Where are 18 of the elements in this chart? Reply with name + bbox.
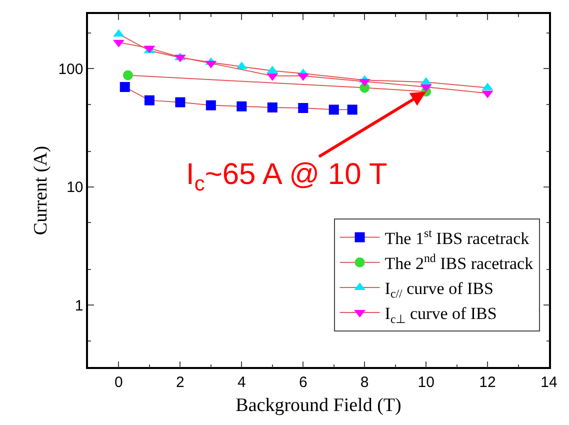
x-tick-label: 14 [540, 374, 558, 391]
y-tick-label: 10 [66, 179, 84, 196]
x-tick-label: 0 [114, 374, 123, 391]
annotation: I$_{c}$~65 A @ 10 T [186, 158, 388, 196]
x-tick-label: 10 [418, 374, 434, 391]
x-tick-label: 6 [298, 374, 308, 391]
legend-label: I$_{c//}$ curve of IBS [384, 279, 494, 301]
legend-label: The 1$^{st}$ IBS racetrack [384, 226, 530, 248]
x-tick-label: 2 [176, 374, 184, 391]
x-axis-title: Background Field (T) [236, 395, 402, 416]
y-axis-title: Current (A) [30, 146, 52, 236]
x-tick-label: 4 [238, 374, 246, 391]
y-tick-label: 100 [58, 60, 84, 78]
x-tick-label: 12 [479, 374, 496, 391]
x-tick-label: 8 [360, 374, 369, 391]
legend-label: The 2$^{nd}$ IBS racetrack [384, 250, 534, 273]
y-tick-label: 1 [74, 297, 84, 314]
legend-label: I$_{c⊥}$ curve of IBS [384, 304, 497, 326]
